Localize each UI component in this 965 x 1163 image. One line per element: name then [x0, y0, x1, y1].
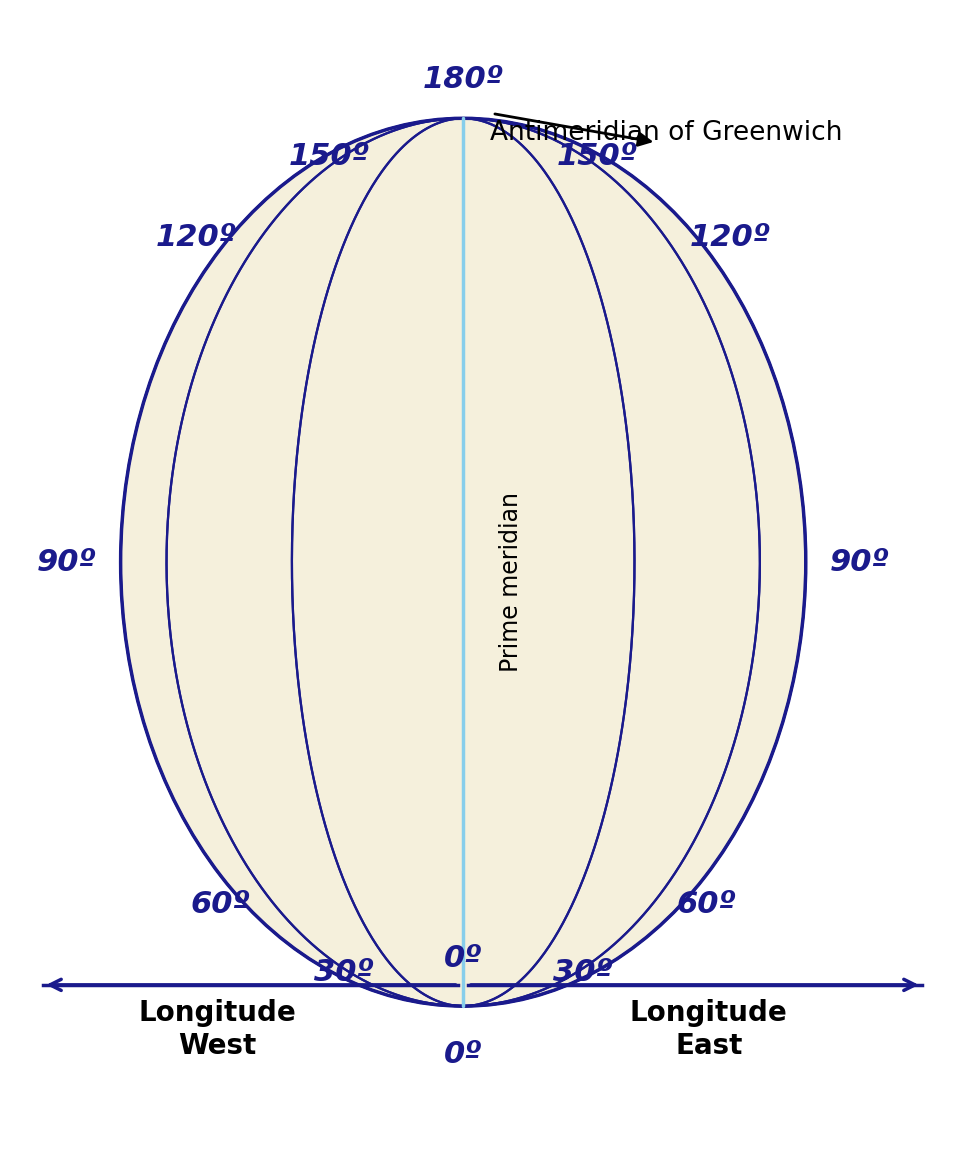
Text: 120º: 120º — [690, 223, 771, 252]
Text: Longitude
East: Longitude East — [630, 999, 787, 1059]
Ellipse shape — [121, 119, 806, 1006]
Text: 0º: 0º — [444, 1040, 482, 1069]
Text: 60º: 60º — [190, 890, 250, 919]
Text: Longitude
West: Longitude West — [139, 999, 296, 1059]
Text: 90º: 90º — [830, 548, 890, 577]
Text: 30º: 30º — [314, 958, 373, 987]
Text: Prime meridian: Prime meridian — [500, 492, 523, 671]
Text: 150º: 150º — [557, 142, 638, 171]
Text: 90º: 90º — [37, 548, 96, 577]
Text: 150º: 150º — [289, 142, 370, 171]
Text: 180º: 180º — [423, 65, 504, 94]
Text: 30º: 30º — [553, 958, 613, 987]
Text: 60º: 60º — [676, 890, 736, 919]
Text: 0º: 0º — [444, 944, 482, 973]
Text: 120º: 120º — [155, 223, 236, 252]
Text: Antimeridian of Greenwich: Antimeridian of Greenwich — [489, 120, 842, 145]
